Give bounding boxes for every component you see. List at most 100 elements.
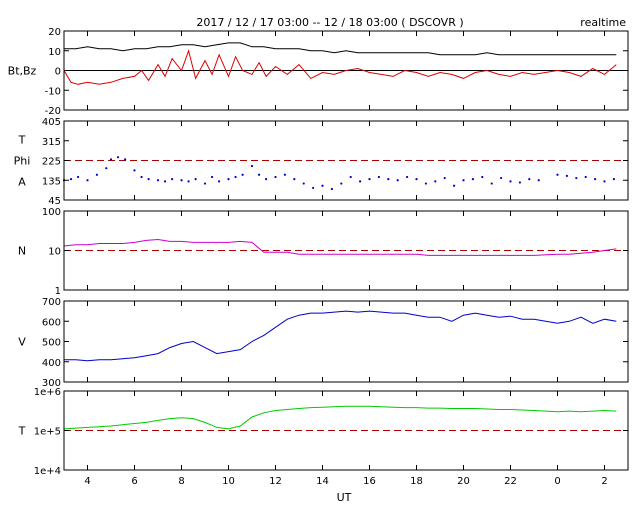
data-point xyxy=(612,178,616,181)
panel-phi: 405 315 225 135 45 T Phi A xyxy=(14,117,629,207)
data-point xyxy=(77,175,80,179)
data-point xyxy=(434,180,437,183)
y-axis-label: V xyxy=(18,336,26,349)
data-point xyxy=(453,184,456,187)
chart-title: 2017 / 12 / 17 03:00 -- 12 / 18 03:00 ( … xyxy=(196,16,463,29)
data-point xyxy=(528,178,531,181)
data-point xyxy=(556,173,559,176)
data-point xyxy=(86,179,89,182)
data-point xyxy=(377,175,380,179)
data-point xyxy=(518,181,522,184)
x-tick-label: 8 xyxy=(178,476,184,487)
data-point xyxy=(396,179,399,182)
data-point xyxy=(509,180,512,183)
data-point xyxy=(95,173,98,176)
data-point xyxy=(218,180,221,183)
realtime-badge: realtime xyxy=(580,16,626,29)
y-tick-label: -10 xyxy=(45,86,61,97)
data-point xyxy=(156,179,160,182)
y-tick-label: 400 xyxy=(42,358,61,369)
data-point xyxy=(537,179,540,182)
series-line-temperature-0 xyxy=(63,405,617,430)
series-line-bt-bz-0 xyxy=(64,42,617,56)
y-axis-label: A xyxy=(18,176,26,189)
data-point xyxy=(274,175,277,179)
data-point xyxy=(575,176,578,180)
x-tick-label: 14 xyxy=(316,476,329,487)
y-tick-label: 600 xyxy=(42,317,61,328)
series-line-bt-bz-1 xyxy=(63,49,617,85)
x-tick-label: 20 xyxy=(457,476,470,487)
y-tick-label: 1 xyxy=(55,286,61,297)
y-tick-label: 1e+5 xyxy=(34,427,61,438)
data-point xyxy=(241,173,244,176)
y-tick-label: 225 xyxy=(42,157,61,168)
data-point xyxy=(312,186,315,190)
x-tick-label: 18 xyxy=(410,476,423,487)
x-tick-label: 12 xyxy=(269,476,282,487)
data-point xyxy=(210,175,214,179)
x-tick-label: 16 xyxy=(363,476,376,487)
x-tick-label: 6 xyxy=(131,476,137,487)
data-point xyxy=(330,187,333,191)
data-point xyxy=(163,180,167,183)
y-axis-label: Bt,Bz xyxy=(8,65,37,78)
data-point xyxy=(140,175,143,179)
data-point xyxy=(500,176,503,180)
data-point xyxy=(133,169,136,172)
panels-group: 20100-10-20Bt,Bz40531522513545TPhiA10010… xyxy=(8,27,629,477)
data-point xyxy=(321,184,324,187)
series-line-velocity-0 xyxy=(64,310,617,362)
data-point xyxy=(415,178,418,181)
data-point xyxy=(481,175,484,179)
y-tick-label: 405 xyxy=(42,117,61,128)
data-point xyxy=(105,167,108,170)
data-point xyxy=(424,182,427,185)
data-point xyxy=(180,179,183,182)
data-point xyxy=(147,178,150,181)
data-point xyxy=(109,158,113,161)
y-tick-label: 315 xyxy=(42,137,61,148)
y-tick-label: 135 xyxy=(42,176,61,187)
data-point xyxy=(565,174,569,177)
panel-velocity: 700 600 500 400 300 V xyxy=(18,297,629,389)
data-point xyxy=(257,173,261,176)
data-point xyxy=(116,156,120,159)
data-point xyxy=(584,175,587,179)
panel-bt-bz: 20 10 0 -10 -20 Bt,Bz xyxy=(8,27,629,117)
x-axis-label: UT xyxy=(337,491,352,504)
data-point xyxy=(462,179,465,182)
y-tick-label: 1e+6 xyxy=(34,387,61,398)
y-axis-label: Phi xyxy=(14,155,31,168)
data-point xyxy=(171,178,174,181)
x-tick-label: 2 xyxy=(601,476,607,487)
data-point xyxy=(406,175,409,179)
y-tick-label: 10 xyxy=(48,47,61,58)
y-axis-label: T xyxy=(18,134,26,147)
data-point xyxy=(471,178,474,181)
y-tick-label: -20 xyxy=(45,106,61,117)
y-tick-label: 300 xyxy=(42,378,61,389)
y-tick-label: 0 xyxy=(55,67,61,78)
y-tick-label: 45 xyxy=(48,196,61,207)
data-point xyxy=(283,173,286,176)
x-tick-label: 4 xyxy=(84,476,90,487)
data-point xyxy=(340,182,343,185)
x-tick-label: 22 xyxy=(504,476,517,487)
data-point xyxy=(265,178,268,181)
data-point xyxy=(69,178,73,181)
data-point xyxy=(387,178,390,181)
data-point xyxy=(302,182,305,185)
data-point xyxy=(368,178,371,181)
data-point xyxy=(203,182,207,185)
data-point xyxy=(227,178,230,181)
series-line-density-0 xyxy=(63,238,617,256)
x-tick-label: 0 xyxy=(554,476,560,487)
data-point xyxy=(490,182,493,185)
data-point xyxy=(250,164,254,168)
data-point xyxy=(443,176,446,180)
x-axis: 4 6 8 10 12 14 16 18 20 22 0 2 xyxy=(84,476,607,487)
y-tick-label: 500 xyxy=(42,338,61,349)
